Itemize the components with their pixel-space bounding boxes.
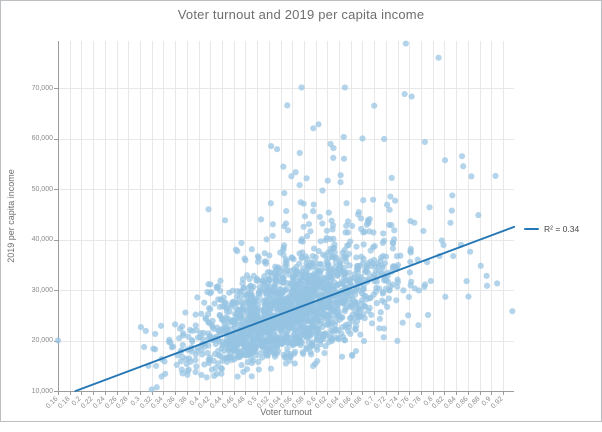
x-axis-title: Voter turnout xyxy=(260,407,312,417)
y-axis-title: 2019 per capita income xyxy=(6,169,16,263)
chart-title: Voter turnout and 2019 per capita income xyxy=(177,7,425,22)
legend-label: R² = 0.34 xyxy=(544,223,580,234)
legend-trendline-swatch xyxy=(524,227,539,230)
chart-frame: Voter turnout and 2019 per capita income… xyxy=(0,0,602,422)
scatter-plot-canvas xyxy=(1,1,601,421)
legend: R² = 0.34 xyxy=(524,222,579,235)
